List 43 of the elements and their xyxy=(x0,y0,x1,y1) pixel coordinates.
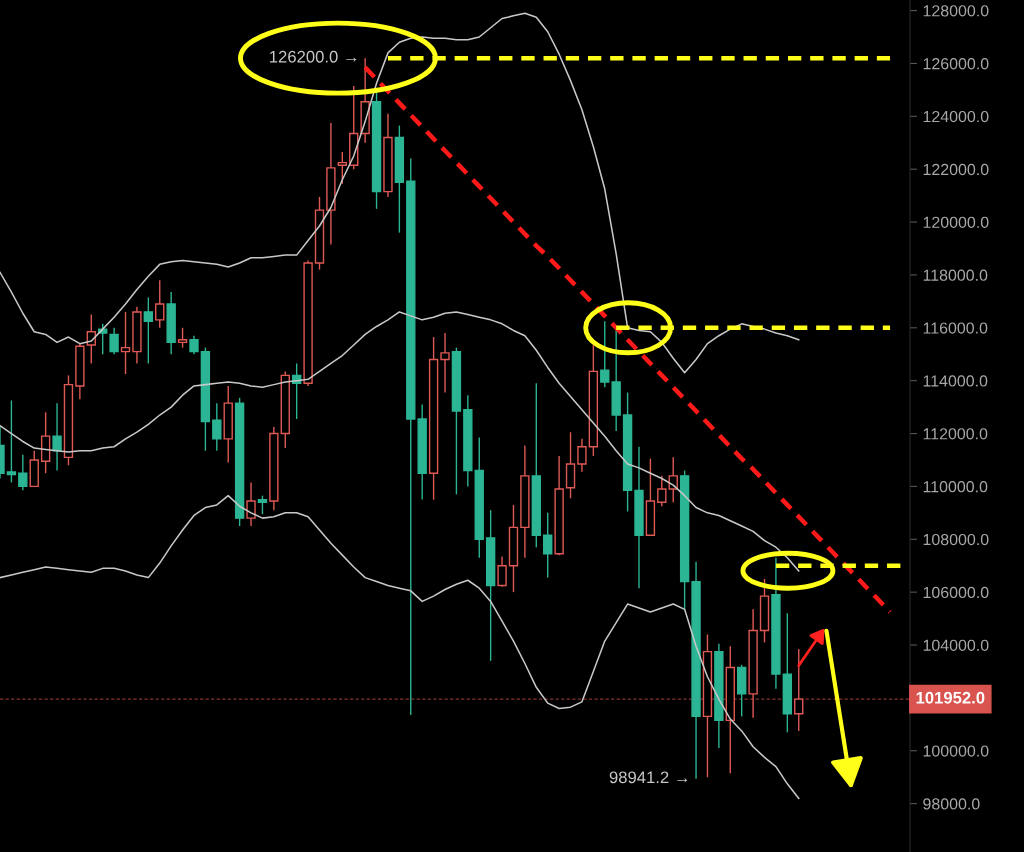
candlestick xyxy=(497,555,507,588)
annotation: 98941.2 → xyxy=(609,771,688,784)
y-tick-label: 114000.0 xyxy=(923,375,988,387)
candlestick xyxy=(565,431,576,499)
candlestick xyxy=(6,399,17,484)
candlestick xyxy=(794,648,804,732)
candlestick xyxy=(212,402,222,452)
y-tick-label: 128000.0 xyxy=(923,5,989,17)
candlestick xyxy=(246,481,256,527)
candlestick xyxy=(155,279,165,329)
y-tick-label: 124000.0 xyxy=(923,110,989,123)
y-tick-label: 118000.0 xyxy=(923,269,988,281)
line-series xyxy=(0,494,800,800)
y-tick-label: 108000.0 xyxy=(923,533,989,546)
candlestick xyxy=(120,311,131,375)
candlestick xyxy=(657,475,667,507)
line-series xyxy=(0,12,800,374)
line-series xyxy=(0,311,800,572)
annotation: 126200.0 → xyxy=(270,50,357,63)
candlestick xyxy=(52,402,62,472)
candlestick xyxy=(257,494,268,515)
candlestick xyxy=(143,296,154,365)
y-tick-label: 98000.0 xyxy=(923,798,980,810)
y-tick-label: 116000.0 xyxy=(923,322,988,334)
candlestick xyxy=(18,453,28,492)
candlestick xyxy=(337,151,348,185)
candlestick xyxy=(543,512,553,579)
candlestick xyxy=(440,332,450,394)
y-tick-label: 110000.0 xyxy=(923,481,988,493)
y-tick-label: 120000.0 xyxy=(923,216,989,228)
candlestick xyxy=(189,335,199,355)
ref-line-label: 101952.0 xyxy=(916,691,985,704)
y-tick-label: 122000.0 xyxy=(923,163,989,176)
y-tick-label: 126000.0 xyxy=(923,58,989,70)
y-tick-label: 112000.0 xyxy=(923,428,988,440)
y-tick-label: 106000.0 xyxy=(923,586,989,599)
candlestick xyxy=(177,327,188,349)
candlestick xyxy=(600,320,610,388)
candlestick xyxy=(577,438,587,473)
y-tick-label: 104000.0 xyxy=(923,639,989,651)
y-tick-label: 100000.0 xyxy=(923,745,989,757)
candlestick xyxy=(109,327,119,355)
line-series xyxy=(362,65,893,615)
